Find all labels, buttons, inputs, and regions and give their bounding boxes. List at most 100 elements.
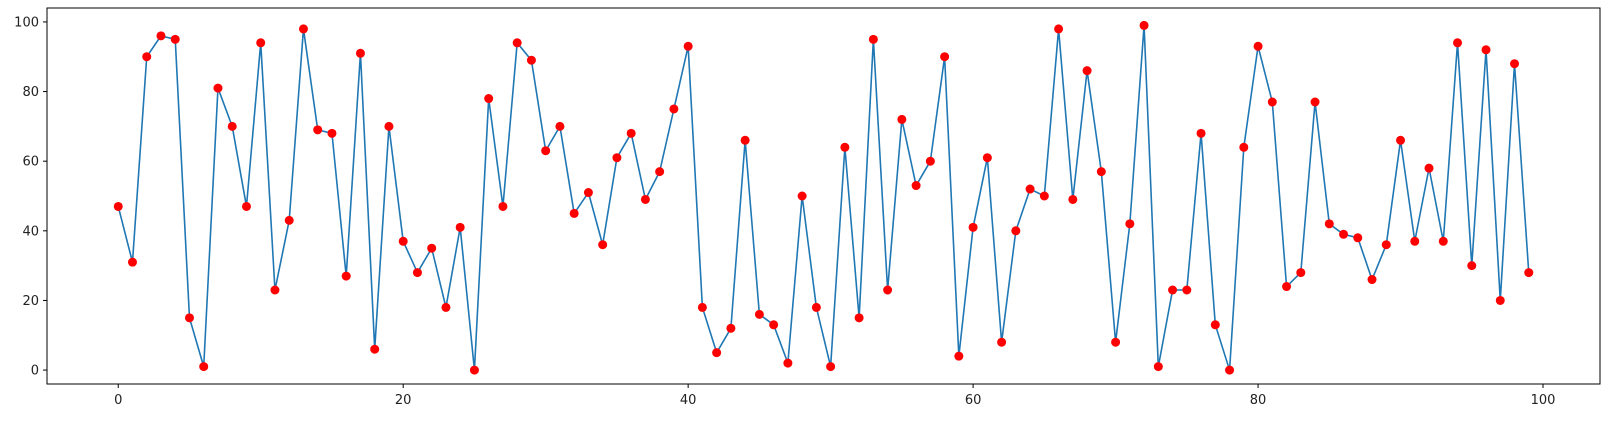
data-point [1296,268,1306,278]
data-point [1253,41,1263,51]
data-point [170,34,180,44]
plot-background [47,8,1600,384]
data-point [1039,191,1049,201]
data-point [526,55,536,65]
data-point [1495,295,1505,305]
data-point [1225,365,1235,375]
data-point [697,302,707,312]
data-point [142,52,152,62]
data-point [441,302,451,312]
data-point [997,337,1007,347]
data-point [1182,285,1192,295]
data-point [327,128,337,138]
data-point [298,24,308,34]
data-point [854,313,864,323]
data-point [1267,97,1277,107]
data-point [256,38,266,48]
data-point [1367,275,1377,285]
data-point [1196,128,1206,138]
data-point [1068,194,1078,204]
data-point [1353,233,1363,243]
data-point [883,285,893,295]
data-point [1168,285,1178,295]
data-point [370,344,380,354]
data-point [954,351,964,361]
data-point [897,114,907,124]
data-point [583,188,593,198]
data-point [284,215,294,225]
x-tick-label: 100 [1531,393,1556,408]
data-point [341,271,351,281]
data-point [612,153,622,163]
data-point [412,268,422,278]
data-point [1324,219,1334,229]
y-tick-label: 0 [31,364,39,379]
series-layer [113,20,1534,375]
data-point [740,135,750,145]
data-point [783,358,793,368]
data-point [712,348,722,358]
data-point [1381,240,1391,250]
data-point [811,302,821,312]
data-point [1467,261,1477,271]
data-point [1239,142,1249,152]
data-point [1139,20,1149,30]
data-point [840,142,850,152]
data-point [113,201,123,211]
data-point [1524,268,1534,278]
data-point [512,38,522,48]
data-point [683,41,693,51]
data-point [469,365,479,375]
data-point [1424,163,1434,173]
y-tick-label: 60 [22,155,39,170]
data-point [925,156,935,166]
data-point [1396,135,1406,145]
data-point [384,121,394,131]
data-point [1282,282,1292,292]
plot-frame [46,7,1601,385]
data-point [797,191,807,201]
data-point [156,31,166,41]
data-point [569,208,579,218]
data-point [826,362,836,372]
data-point [1025,184,1035,194]
data-point [726,323,736,333]
data-point [1438,236,1448,246]
data-point [555,121,565,131]
x-tick-label: 20 [395,393,412,408]
data-point [1310,97,1320,107]
data-point [127,257,137,267]
y-tick-label: 40 [22,224,39,239]
data-point [1153,362,1163,372]
data-point [982,153,992,163]
data-point [868,34,878,44]
data-point [455,222,465,232]
data-point [1125,219,1135,229]
data-point [769,320,779,330]
series-line [117,24,1530,371]
data-point [626,128,636,138]
x-tick-label: 0 [114,393,122,408]
data-point [498,201,508,211]
data-point [940,52,950,62]
data-point [199,362,209,372]
y-tick-label: 80 [22,85,39,100]
data-point [427,243,437,253]
data-point [313,125,323,135]
data-point [355,48,365,58]
data-point [1453,38,1463,48]
y-tick-label: 20 [22,294,39,309]
data-point [1410,236,1420,246]
axes-layer: 0 20 40 60 80 100 0 20 40 60 80 100 [14,15,1555,408]
data-point [213,83,223,93]
data-point [640,194,650,204]
data-point [541,146,551,156]
data-point [1082,66,1092,76]
data-point [1111,337,1121,347]
data-point [1210,320,1220,330]
data-point [754,309,764,319]
data-point [968,222,978,232]
data-point [669,104,679,114]
data-point [398,236,408,246]
